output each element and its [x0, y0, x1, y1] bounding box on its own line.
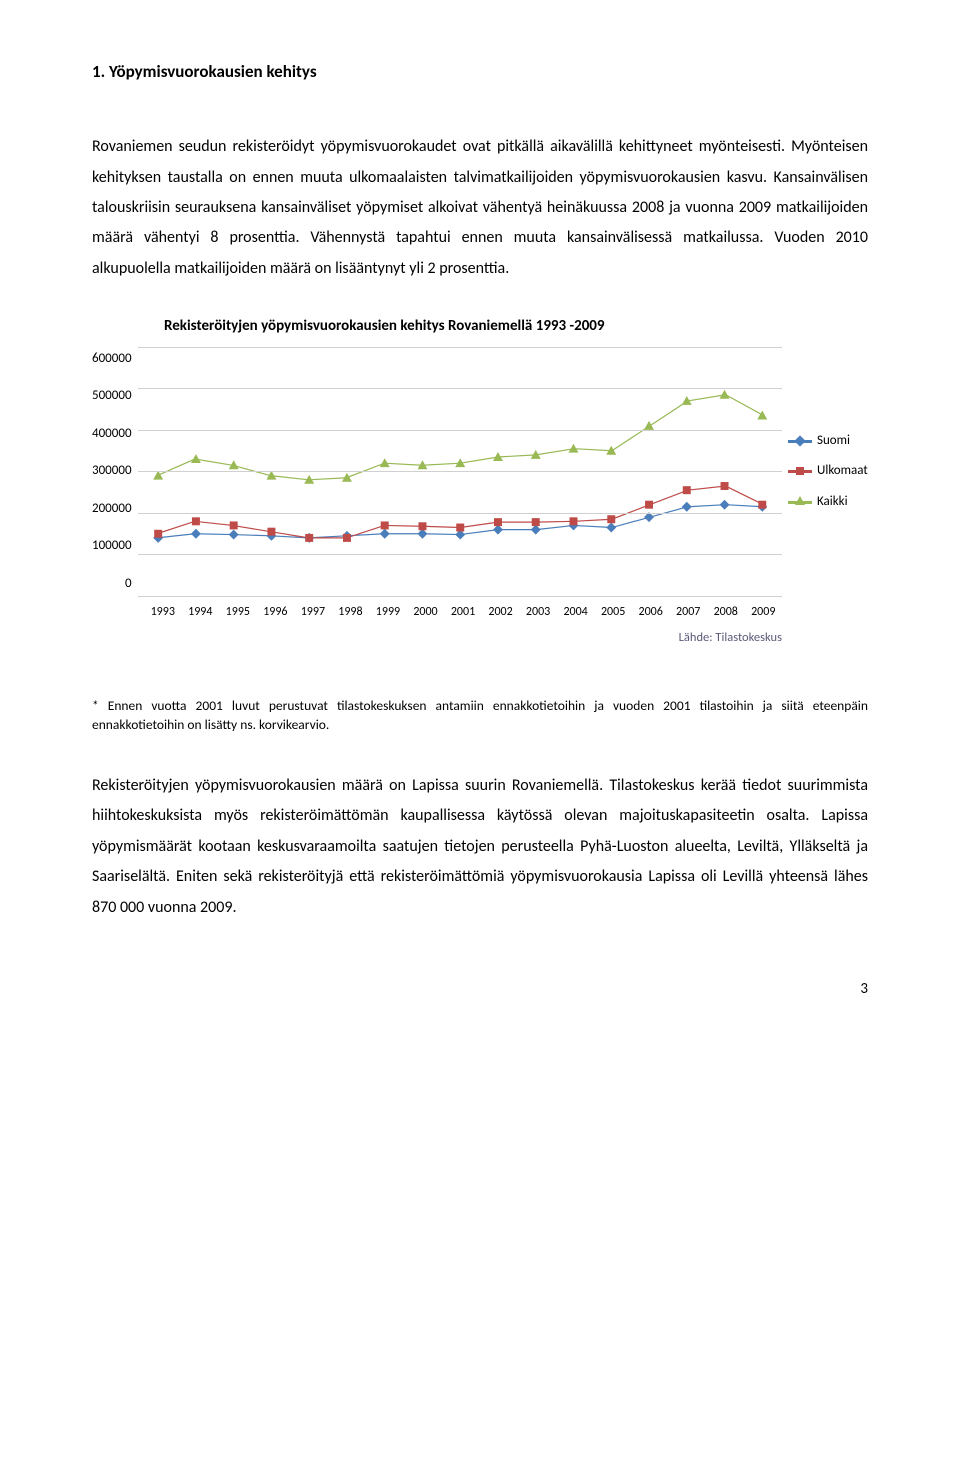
- y-tick: 100000: [92, 534, 132, 559]
- footnote: * Ennen vuotta 2001 luvut perustuvat til…: [92, 697, 868, 735]
- legend-swatch: [788, 470, 812, 473]
- marker-kaikki: [644, 421, 654, 430]
- marker-ulkomaat: [229, 521, 237, 529]
- marker-suomi: [606, 522, 616, 532]
- x-tick: 2003: [519, 601, 557, 624]
- y-tick: 600000: [92, 347, 132, 372]
- page-number: 3: [92, 975, 868, 1004]
- marker-ulkomaat: [607, 515, 615, 523]
- marker-suomi: [228, 529, 238, 539]
- legend-label: Kaikki: [817, 490, 848, 515]
- x-axis: 1993199419951996199719981999200020012002…: [144, 597, 782, 624]
- x-tick: 2004: [557, 601, 595, 624]
- legend-marker-icon: [794, 435, 805, 446]
- x-tick: 1997: [294, 601, 332, 624]
- marker-suomi: [379, 529, 389, 539]
- marker-suomi: [493, 524, 503, 534]
- marker-kaikki: [228, 460, 238, 469]
- marker-kaikki: [455, 458, 465, 467]
- marker-kaikki: [493, 452, 503, 461]
- chart-container: Rekisteröityjen yöpymisvuorokausien kehi…: [92, 312, 868, 649]
- marker-ulkomaat: [494, 518, 502, 526]
- legend: Suomi Ulkomaat Kaikki: [782, 347, 868, 597]
- marker-kaikki: [190, 454, 200, 463]
- y-tick: 500000: [92, 384, 132, 409]
- x-tick: 1999: [369, 601, 407, 624]
- section-heading: 1. Yöpymisvuorokausien kehitys: [92, 56, 868, 88]
- gridline: [138, 471, 782, 472]
- marker-suomi: [417, 529, 427, 539]
- marker-ulkomaat: [531, 518, 539, 526]
- gridline: [138, 513, 782, 514]
- marker-ulkomaat: [154, 530, 162, 538]
- x-tick: 2009: [745, 601, 783, 624]
- marker-ulkomaat: [343, 534, 351, 542]
- gridline: [138, 347, 782, 348]
- marker-ulkomaat: [267, 527, 275, 535]
- marker-kaikki: [342, 472, 352, 481]
- y-tick: 400000: [92, 422, 132, 447]
- legend-label: Ulkomaat: [817, 459, 868, 484]
- marker-ulkomaat: [305, 534, 313, 542]
- marker-kaikki: [379, 458, 389, 467]
- marker-ulkomaat: [758, 500, 766, 508]
- x-tick: 2005: [594, 601, 632, 624]
- marker-kaikki: [304, 475, 314, 484]
- marker-ulkomaat: [720, 482, 728, 490]
- marker-ulkomaat: [418, 522, 426, 530]
- marker-suomi: [681, 502, 691, 512]
- marker-suomi: [719, 499, 729, 509]
- marker-ulkomaat: [682, 486, 690, 494]
- chart-source: Lähde: Tilastokeskus: [92, 626, 782, 650]
- marker-kaikki: [568, 443, 578, 452]
- legend-item-kaikki: Kaikki: [788, 490, 868, 515]
- paragraph-2: Rekisteröityjen yöpymisvuorokausien määr…: [92, 771, 868, 923]
- x-tick: 1994: [182, 601, 220, 624]
- marker-kaikki: [606, 446, 616, 455]
- marker-kaikki: [530, 450, 540, 459]
- marker-ulkomaat: [645, 500, 653, 508]
- x-tick: 2000: [407, 601, 445, 624]
- paragraph-1: Rovaniemen seudun rekisteröidyt yöpymisv…: [92, 132, 868, 284]
- x-tick: 2002: [482, 601, 520, 624]
- gridline: [138, 430, 782, 431]
- legend-item-ulkomaat: Ulkomaat: [788, 459, 868, 484]
- x-tick: 1996: [257, 601, 295, 624]
- gridline: [138, 554, 782, 555]
- y-tick: 200000: [92, 497, 132, 522]
- marker-suomi: [190, 529, 200, 539]
- chart-title: Rekisteröityjen yöpymisvuorokausien kehi…: [92, 312, 868, 341]
- marker-suomi: [530, 524, 540, 534]
- y-axis: 600000 500000 400000 300000 200000 100000 0: [92, 347, 138, 597]
- legend-swatch: [788, 501, 812, 504]
- marker-ulkomaat: [569, 517, 577, 525]
- marker-ulkomaat: [191, 517, 199, 525]
- marker-kaikki: [757, 410, 767, 419]
- legend-marker-icon: [795, 496, 805, 505]
- chart-box: 600000 500000 400000 300000 200000 100000 0 Su…: [92, 347, 868, 597]
- x-tick: 1993: [144, 601, 182, 624]
- marker-ulkomaat: [456, 523, 464, 531]
- legend-marker-icon: [796, 467, 804, 475]
- legend-label: Suomi: [817, 429, 850, 454]
- legend-item-suomi: Suomi: [788, 429, 868, 454]
- y-tick: 0: [125, 572, 132, 597]
- marker-kaikki: [681, 396, 691, 405]
- plot-area: [138, 347, 782, 597]
- x-tick: 1995: [219, 601, 257, 624]
- gridline: [138, 596, 782, 597]
- marker-kaikki: [417, 460, 427, 469]
- x-tick: 2001: [444, 601, 482, 624]
- marker-ulkomaat: [380, 521, 388, 529]
- x-tick: 1998: [332, 601, 370, 624]
- legend-swatch: [788, 440, 812, 443]
- x-tick: 2007: [669, 601, 707, 624]
- x-tick: 2006: [632, 601, 670, 624]
- gridline: [138, 388, 782, 389]
- x-tick: 2008: [707, 601, 745, 624]
- marker-kaikki: [719, 389, 729, 398]
- y-tick: 300000: [92, 459, 132, 484]
